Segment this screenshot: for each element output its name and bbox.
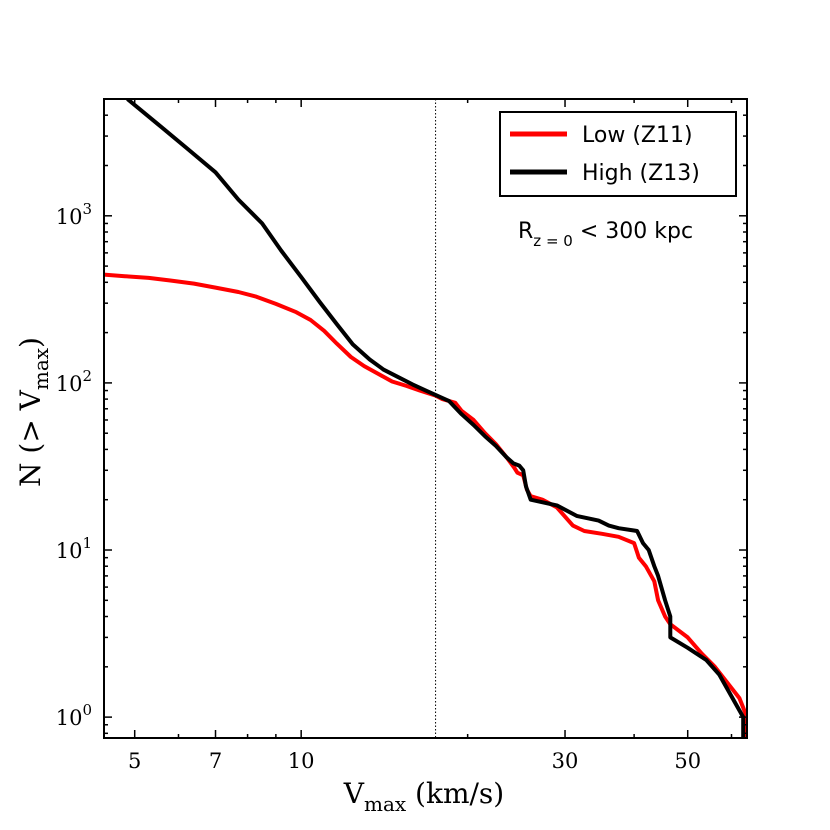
series-line-high bbox=[126, 99, 746, 738]
y-tick-label: 102 bbox=[56, 367, 92, 396]
x-axis-label: Vmax (km/s) bbox=[343, 777, 504, 816]
x-tick-label: 5 bbox=[128, 749, 141, 773]
plot-frame bbox=[103, 98, 748, 739]
legend-box bbox=[499, 111, 737, 197]
x-tick-label: 7 bbox=[209, 749, 222, 773]
series-line-low bbox=[104, 272, 747, 738]
x-tick-label: 50 bbox=[674, 749, 701, 773]
x-tick-label: 30 bbox=[552, 749, 579, 773]
y-tick-label: 101 bbox=[56, 534, 92, 563]
legend-label-low: Low (Z11) bbox=[582, 123, 693, 148]
legend-label-high: High (Z13) bbox=[582, 161, 700, 186]
y-tick-label: 103 bbox=[56, 200, 92, 229]
series-layer bbox=[104, 99, 747, 738]
x-tick-label: 10 bbox=[288, 749, 315, 773]
ticks-layer: 5 7 10 30 50 100 101 102 103 bbox=[56, 98, 747, 773]
y-tick-label: 100 bbox=[56, 701, 92, 730]
legend: Low (Z11) High (Z13) bbox=[499, 111, 737, 197]
y-axis-label: N (> Vmax) bbox=[14, 337, 53, 487]
radius-annotation: Rz = 0 < 300 kpc bbox=[518, 219, 693, 250]
